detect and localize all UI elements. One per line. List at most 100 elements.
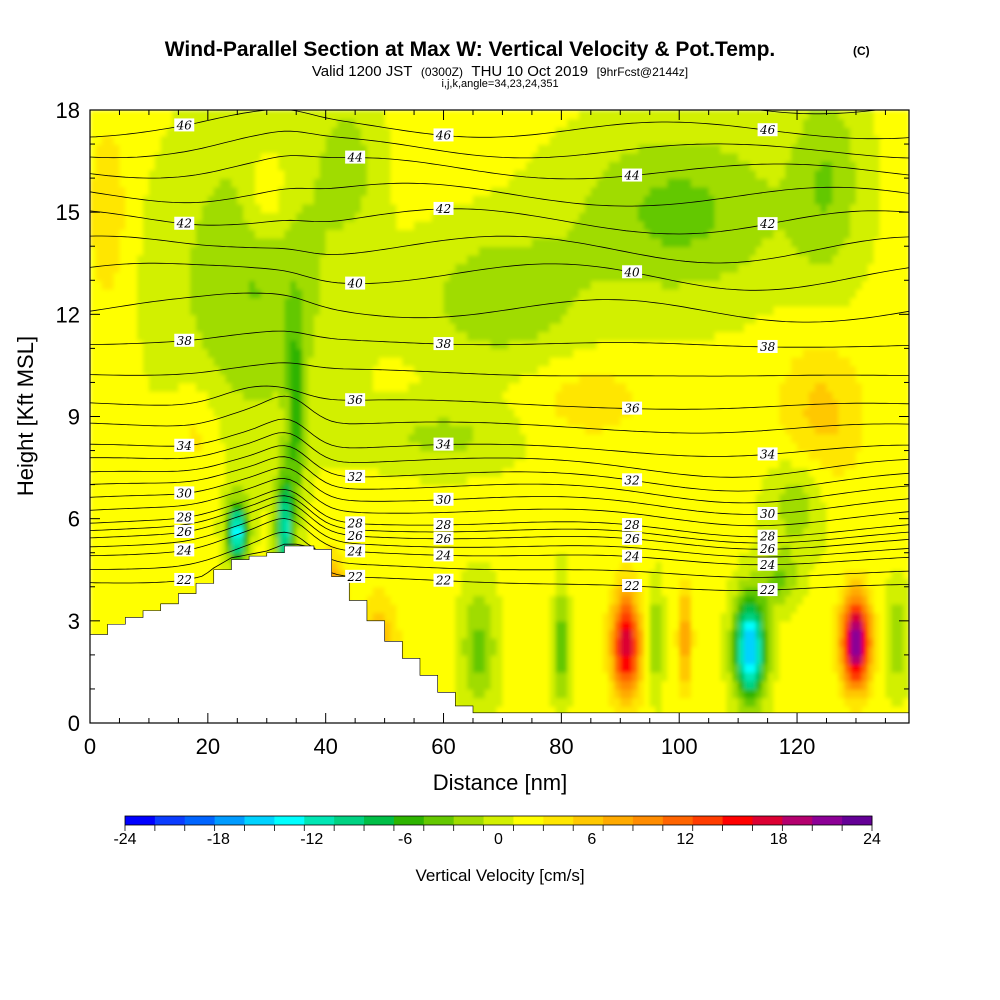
velocity-cell <box>372 169 380 179</box>
velocity-cell <box>349 229 356 239</box>
velocity-cell <box>266 365 274 375</box>
velocity-cell <box>113 271 121 282</box>
velocity-cell <box>414 280 421 290</box>
velocity-cell <box>101 382 109 392</box>
velocity-cell <box>143 510 150 520</box>
velocity-cell <box>313 518 321 528</box>
velocity-cell <box>113 118 121 128</box>
velocity-cell <box>355 195 362 205</box>
velocity-cell <box>408 467 415 477</box>
velocity-cell <box>172 195 180 205</box>
velocity-cell <box>319 229 327 239</box>
velocity-cell <box>490 169 498 179</box>
velocity-cell <box>284 373 292 384</box>
velocity-cell <box>472 586 480 597</box>
velocity-cell <box>95 178 103 188</box>
velocity-cell <box>431 407 439 418</box>
velocity-cell <box>207 271 215 282</box>
velocity-cell <box>378 476 386 486</box>
velocity-cell <box>478 331 486 341</box>
velocity-cell <box>237 382 244 392</box>
velocity-cell <box>113 263 121 273</box>
velocity-cell <box>160 476 168 486</box>
velocity-cell <box>131 263 138 273</box>
velocity-cell <box>366 195 374 205</box>
velocity-cell <box>154 484 162 494</box>
velocity-cell <box>260 135 268 145</box>
velocity-cell <box>160 493 168 503</box>
velocity-cell <box>178 135 186 145</box>
velocity-cell <box>113 373 121 384</box>
velocity-cell <box>396 569 404 580</box>
velocity-cell <box>249 161 256 171</box>
velocity-cell <box>101 586 109 597</box>
velocity-cell <box>390 229 398 239</box>
velocity-cell <box>455 331 462 341</box>
velocity-cell <box>143 595 150 605</box>
velocity-cell <box>131 450 138 460</box>
velocity-cell <box>313 407 321 418</box>
velocity-cell <box>284 425 292 435</box>
velocity-cell <box>384 152 392 162</box>
velocity-cell <box>207 442 215 452</box>
velocity-cell <box>302 152 309 162</box>
velocity-cell <box>160 118 168 128</box>
velocity-cell <box>178 195 186 205</box>
velocity-cell <box>296 314 303 324</box>
velocity-cell <box>284 407 292 418</box>
velocity-cell <box>361 203 368 213</box>
velocity-cell <box>290 237 298 248</box>
velocity-cell <box>131 365 138 375</box>
velocity-cell <box>95 220 103 230</box>
velocity-cell <box>478 586 486 597</box>
velocity-cell <box>113 297 121 307</box>
velocity-cell <box>290 407 298 418</box>
velocity-cell <box>414 399 421 409</box>
velocity-cell <box>90 501 97 511</box>
velocity-cell <box>425 314 433 324</box>
velocity-cell <box>113 169 121 179</box>
velocity-cell <box>225 212 233 222</box>
velocity-cell <box>243 144 250 154</box>
velocity-cell <box>290 484 298 494</box>
velocity-cell <box>337 561 345 571</box>
velocity-cell <box>461 595 468 605</box>
velocity-cell <box>337 203 345 213</box>
velocity-cell <box>472 161 480 171</box>
velocity-cell <box>95 314 103 324</box>
velocity-cell <box>119 527 127 537</box>
velocity-cell <box>278 399 286 409</box>
velocity-cell <box>237 390 244 401</box>
velocity-cell <box>319 297 327 307</box>
velocity-cell <box>343 246 351 256</box>
velocity-cell <box>408 586 415 597</box>
velocity-cell <box>461 561 468 571</box>
velocity-cell <box>178 288 186 299</box>
velocity-cell <box>484 297 492 307</box>
velocity-cell <box>419 212 427 222</box>
velocity-cell <box>313 297 321 307</box>
velocity-cell <box>266 212 274 222</box>
velocity-cell <box>337 237 345 248</box>
velocity-cell <box>290 161 298 171</box>
velocity-cell <box>490 195 498 205</box>
velocity-cell <box>237 535 244 545</box>
velocity-cell <box>90 348 97 358</box>
velocity-cell <box>201 510 209 520</box>
velocity-cell <box>225 407 233 418</box>
velocity-cell <box>266 399 274 409</box>
velocity-cell <box>472 518 480 528</box>
velocity-cell <box>131 373 138 384</box>
velocity-cell <box>213 144 221 154</box>
velocity-cell <box>443 305 451 316</box>
velocity-cell <box>308 527 315 537</box>
velocity-cell <box>219 365 227 375</box>
velocity-cell <box>449 229 457 239</box>
velocity-cell <box>461 433 468 443</box>
velocity-cell <box>372 382 380 392</box>
velocity-cell <box>372 518 380 528</box>
velocity-cell <box>272 433 280 443</box>
velocity-cell <box>190 356 197 367</box>
velocity-cell <box>361 271 368 282</box>
velocity-cell <box>302 373 309 384</box>
